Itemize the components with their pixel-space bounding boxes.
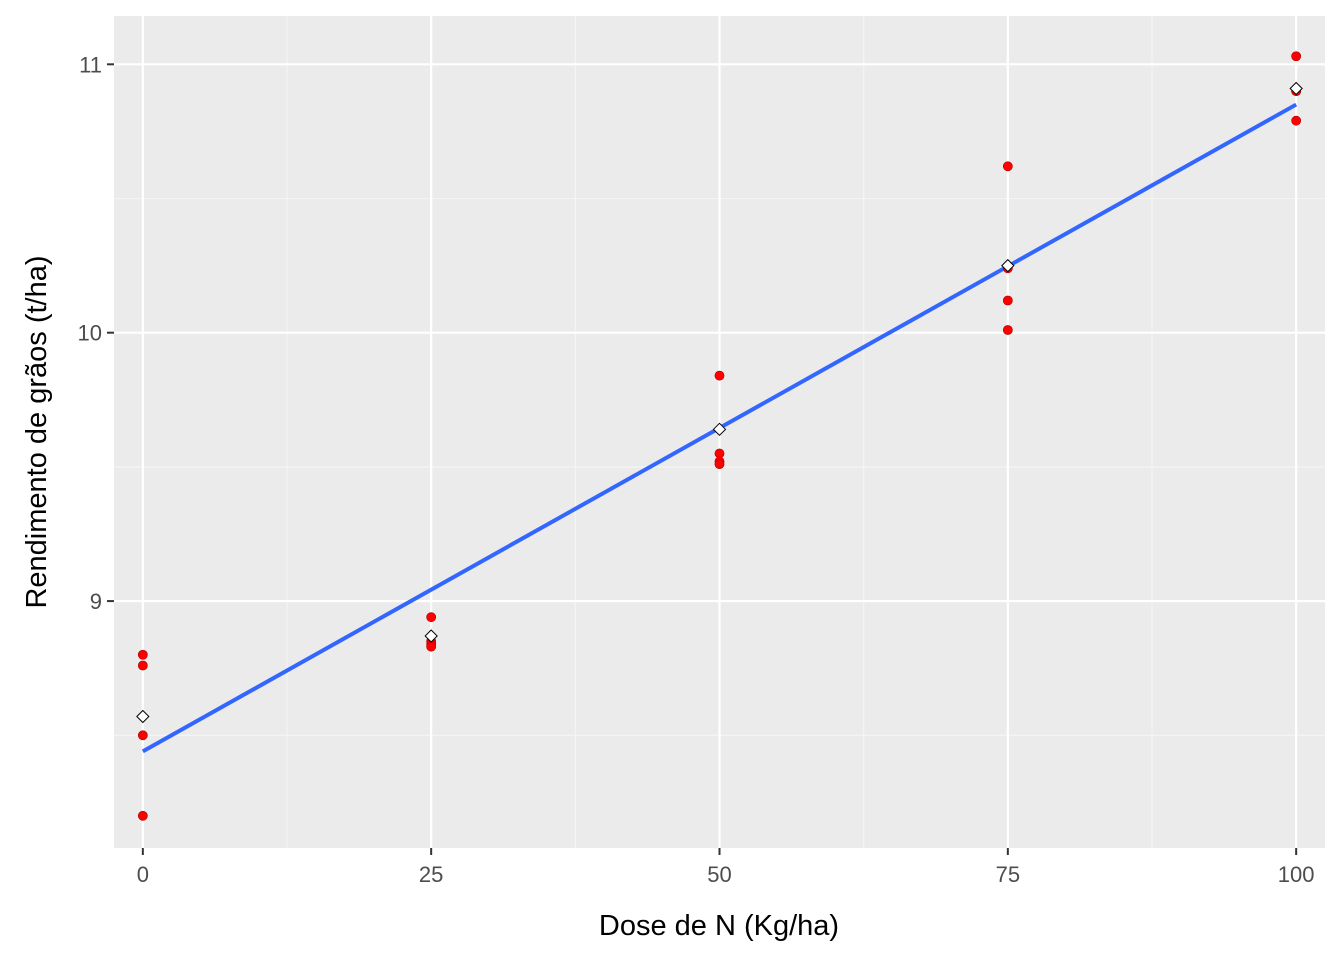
y-tick-label: 10	[78, 321, 102, 346]
mean-point	[1001, 258, 1015, 273]
data-point	[426, 641, 437, 652]
data-point	[137, 810, 148, 821]
y-axis: 9 10 11	[78, 52, 114, 614]
mean-point	[712, 422, 727, 437]
data-point	[1291, 51, 1302, 62]
x-tick-label: 75	[996, 862, 1020, 887]
mean-point	[136, 709, 150, 724]
data-point	[1002, 295, 1013, 306]
mean-point	[424, 629, 438, 643]
data-point	[1291, 115, 1302, 126]
data-point	[426, 612, 437, 623]
x-tick-label: 0	[137, 862, 149, 887]
group-means	[136, 81, 1303, 724]
y-tick-label: 11	[79, 52, 102, 77]
data-point	[137, 649, 148, 660]
data-point	[137, 660, 148, 671]
major-gridlines	[114, 16, 1325, 848]
x-tick-label: 100	[1278, 862, 1315, 887]
x-tick-label: 50	[707, 862, 731, 887]
y-tick-label: 9	[90, 589, 102, 614]
data-point	[714, 459, 725, 470]
data-point	[137, 730, 148, 741]
x-axis-title: Dose de N (Kg/ha)	[599, 910, 839, 942]
x-tick-label: 25	[419, 862, 443, 887]
y-axis-title: Rendimento de grãos (t/ha)	[21, 255, 53, 608]
data-point	[1002, 161, 1013, 172]
x-axis: 0 25 50 75 100	[137, 848, 1315, 887]
mean-point	[1289, 81, 1303, 96]
data-point	[714, 370, 725, 381]
data-point	[1002, 325, 1013, 335]
